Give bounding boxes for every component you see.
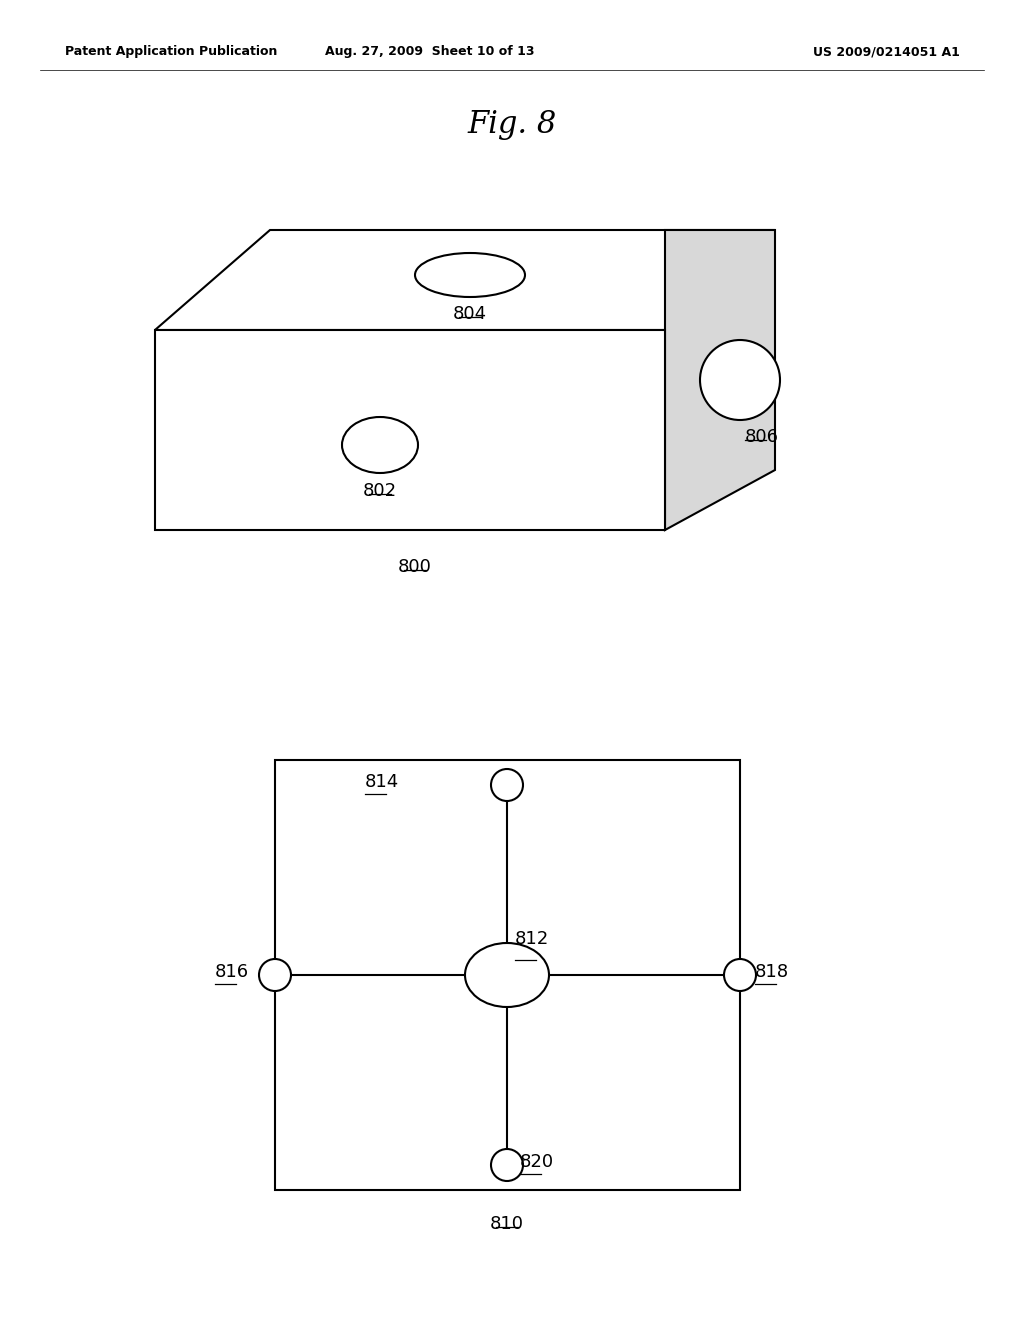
Text: 804: 804 [453,305,487,323]
Ellipse shape [465,942,549,1007]
Ellipse shape [342,417,418,473]
Text: 814: 814 [365,774,399,791]
Text: 806: 806 [745,428,779,446]
Text: Fig. 8: Fig. 8 [467,110,557,140]
Text: 820: 820 [520,1152,554,1171]
Polygon shape [665,230,775,531]
Text: 800: 800 [398,558,432,576]
Polygon shape [155,330,665,531]
Text: 818: 818 [755,964,790,981]
Text: Patent Application Publication: Patent Application Publication [65,45,278,58]
Polygon shape [275,760,740,1191]
Text: 816: 816 [215,964,249,981]
Circle shape [490,770,523,801]
Text: 802: 802 [362,482,397,500]
Circle shape [259,960,291,991]
Circle shape [700,341,780,420]
Circle shape [490,1148,523,1181]
Text: 810: 810 [490,1214,524,1233]
Text: 812: 812 [515,931,549,948]
Polygon shape [155,230,775,330]
Text: US 2009/0214051 A1: US 2009/0214051 A1 [813,45,961,58]
Circle shape [724,960,756,991]
Text: Aug. 27, 2009  Sheet 10 of 13: Aug. 27, 2009 Sheet 10 of 13 [326,45,535,58]
Ellipse shape [415,253,525,297]
